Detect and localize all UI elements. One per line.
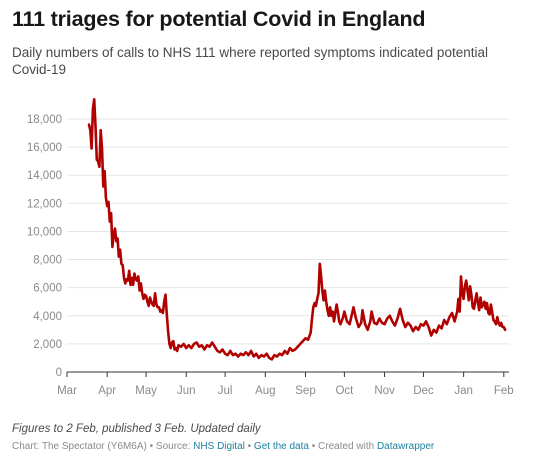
get-the-data-link[interactable]: Get the data	[253, 441, 309, 452]
x-tick-label: Aug	[255, 385, 275, 397]
x-tick-label: Jun	[177, 385, 196, 397]
y-tick-label: 8,000	[33, 255, 62, 267]
x-tick-label: Feb	[494, 385, 514, 397]
series-line	[87, 98, 507, 361]
y-tick-label: 6,000	[33, 283, 62, 295]
chart-title: 111 triages for potential Covid in Engla…	[12, 7, 426, 31]
chart-byline: Chart: The Spectator (Y6M6A) • Source: N…	[12, 441, 434, 452]
y-tick-label: 0	[56, 367, 62, 379]
x-tick-label: Oct	[335, 385, 354, 397]
x-tick-label: Jul	[218, 385, 233, 397]
y-tick-label: 10,000	[27, 226, 62, 238]
byline-separator: •	[244, 441, 254, 452]
x-tick-label: Apr	[98, 385, 116, 397]
y-tick-label: 12,000	[27, 198, 62, 210]
y-tick-label: 16,000	[27, 142, 62, 154]
x-tick-label: Nov	[374, 385, 395, 397]
x-tick-label: Mar	[57, 385, 77, 397]
y-tick-label: 2,000	[33, 339, 62, 351]
datawrapper-link[interactable]: Datawrapper	[376, 441, 435, 452]
byline-created-with: • Created with	[308, 441, 377, 452]
x-tick-label: Sep	[295, 385, 315, 397]
byline-chart-credit: Chart: The Spectator (Y6M6A) • Source:	[12, 441, 194, 452]
source-link[interactable]: NHS Digital	[193, 441, 245, 452]
x-tick-label: Jan	[454, 385, 473, 397]
chart-notes: Figures to 2 Feb, published 3 Feb. Updat…	[12, 423, 261, 435]
x-tick-label: Dec	[413, 385, 434, 397]
y-tick-label: 14,000	[27, 170, 62, 182]
x-tick-label: May	[135, 385, 157, 397]
chart-subtitle: Daily numbers of calls to NHS 111 where …	[12, 45, 488, 77]
y-tick-label: 4,000	[33, 311, 62, 323]
y-tick-label: 18,000	[27, 114, 62, 126]
